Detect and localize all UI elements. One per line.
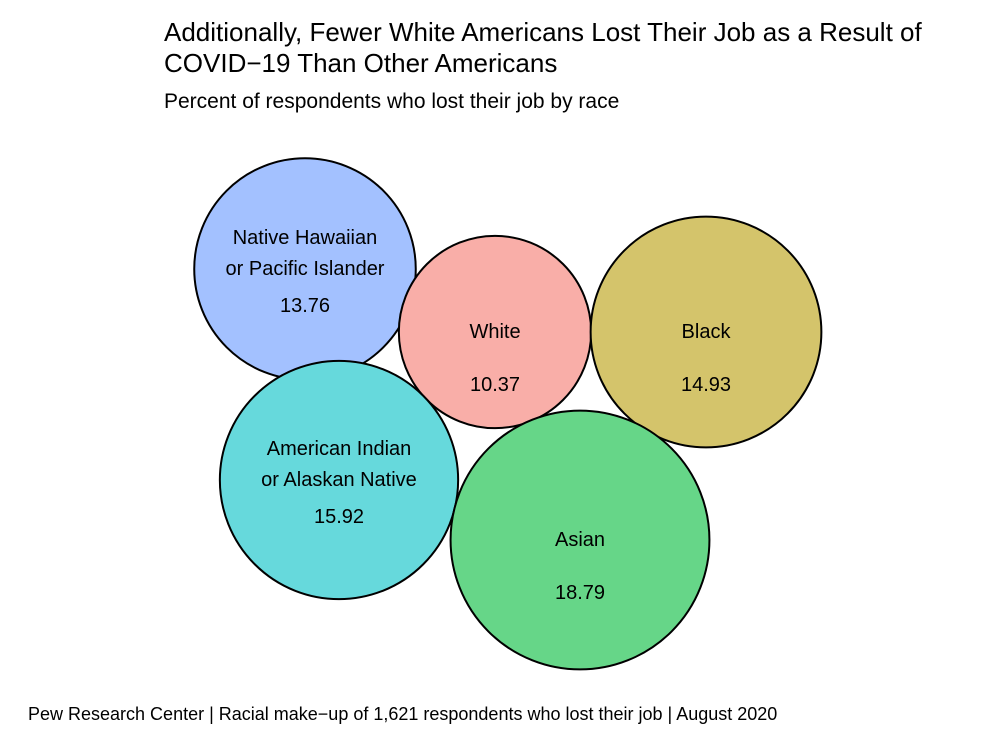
bubble-4: Asian 18.79 — [449, 409, 711, 671]
bubble-value-label: 14.93 — [681, 374, 731, 396]
bubble-value-label: 18.79 — [555, 582, 605, 604]
bubble-circle — [589, 215, 823, 449]
bubble-2: Black 14.93 — [589, 215, 823, 449]
chart-caption: Pew Research Center | Racial make−up of … — [28, 704, 778, 724]
bubble-value-label: 10.37 — [470, 374, 520, 396]
bubble-value-label: 15.92 — [314, 506, 364, 528]
bubble-label: or Pacific Islander — [226, 258, 385, 280]
bubble-0: Native Hawaiian or Pacific Islander 13.76 — [193, 157, 417, 381]
chart-subtitle: Percent of respondents who lost their jo… — [164, 90, 620, 113]
bubble-label: Black — [682, 321, 732, 343]
bubble-value-label: 13.76 — [280, 295, 330, 317]
bubble-circle — [218, 359, 460, 601]
bubble-label: American Indian — [267, 438, 412, 460]
bubble-label: Asian — [555, 529, 605, 551]
bubble-label: Native Hawaiian — [233, 227, 378, 249]
bubble-circle — [449, 409, 711, 671]
bubble-label: or Alaskan Native — [261, 469, 417, 491]
bubble-3: American Indian or Alaskan Native 15.92 — [218, 359, 460, 601]
chart-title: Additionally, Fewer White Americans Lost… — [164, 17, 922, 78]
bubble-label: White — [469, 321, 520, 343]
bubble-1: White 10.37 — [397, 234, 593, 430]
